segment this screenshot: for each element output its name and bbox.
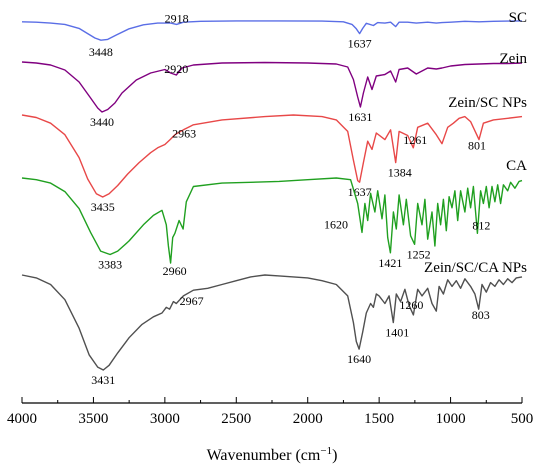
x-tick-label: 2000 (293, 411, 323, 427)
series-line (21, 61, 523, 113)
series-label: SC (509, 10, 527, 26)
peak-label: 3448 (89, 45, 113, 59)
peak-label: 1631 (348, 110, 372, 124)
peak-label: 3440 (90, 115, 114, 129)
x-tick-label: 1000 (436, 411, 466, 427)
series-label: Zein/SC NPs (448, 95, 527, 111)
x-tick-label: 4000 (7, 411, 37, 427)
peak-label: 2920 (164, 62, 188, 76)
x-tick-label: 2500 (221, 411, 251, 427)
peak-label: 3431 (91, 373, 115, 387)
series-line (21, 114, 523, 198)
peak-label: 2963 (172, 127, 196, 141)
peak-label: 1261 (403, 133, 427, 147)
series-line (21, 20, 523, 41)
peak-label: 3435 (91, 200, 115, 214)
series-sc: SC 3448 2918 1637 (21, 10, 527, 59)
x-axis-title: Wavenumber (cm−1) (207, 445, 338, 464)
x-tick-label: 1500 (364, 411, 394, 427)
x-axis: 4000 3500 3000 2500 2000 1500 1000 500 (7, 397, 533, 427)
peak-label: 801 (468, 139, 486, 153)
x-axis-title-close: ) (332, 447, 337, 464)
peak-label: 1637 (348, 185, 372, 199)
series-zein-sc-ca-nps: Zein/SC/CA NPs 3431 2967 1640 1401 1260 803 (21, 260, 527, 387)
peak-label: 2960 (163, 264, 187, 278)
x-tick-label: 500 (511, 411, 534, 427)
peak-label: 1637 (348, 37, 372, 51)
series-zein-sc-nps: Zein/SC NPs 3435 2963 1637 1384 1261 801 (21, 95, 527, 214)
peak-label: 2967 (180, 294, 204, 308)
peak-label: 3383 (98, 258, 122, 272)
peak-label: 1384 (388, 166, 412, 180)
series-line (21, 177, 523, 264)
series-ca: CA 3383 2960 1620 1421 1252 812 (21, 158, 527, 278)
peak-label: 2918 (165, 11, 189, 25)
x-axis-title-main: Wavenumber (cm (207, 447, 321, 464)
x-tick-label: 3000 (150, 411, 180, 427)
peak-label: 1640 (347, 352, 371, 366)
x-axis-title-superscript: −1 (320, 445, 332, 457)
series-zein: Zein 3440 2920 1631 (21, 51, 528, 129)
peak-label: 1252 (407, 247, 431, 261)
peak-label: 1401 (385, 326, 409, 340)
peak-label: 803 (472, 308, 490, 322)
peak-label: 1620 (324, 217, 348, 231)
peak-label: 812 (472, 218, 490, 232)
series-label: Zein (500, 51, 528, 67)
series-label: Zein/SC/CA NPs (424, 260, 527, 276)
x-tick-label: 3500 (78, 411, 108, 427)
series-label: CA (506, 158, 527, 174)
peak-label: 1260 (399, 298, 423, 312)
peak-label: 1421 (378, 256, 402, 270)
series-line (21, 274, 523, 371)
